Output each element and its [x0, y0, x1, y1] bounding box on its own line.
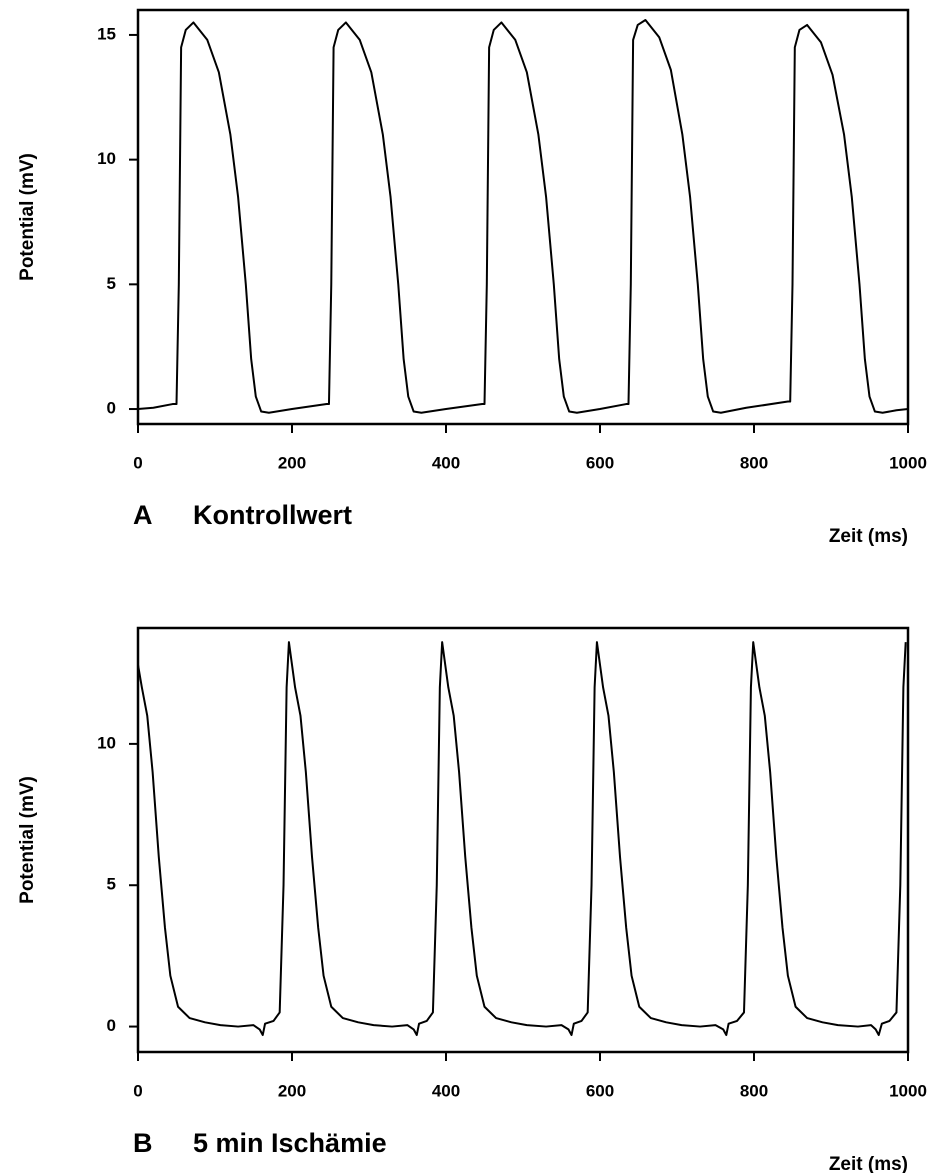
- y-tick-label: 10: [97, 149, 116, 168]
- x-tick-label: 800: [740, 453, 768, 472]
- panel-title: Kontrollwert: [193, 500, 352, 530]
- x-tick-label: 1000: [889, 1081, 927, 1100]
- plot-frame: [136, 8, 910, 426]
- x-tick-label: 200: [278, 453, 306, 472]
- y-tick-label: 0: [107, 1016, 116, 1035]
- x-tick-label: 400: [432, 1081, 460, 1100]
- panel-letter: B: [133, 1128, 153, 1158]
- y-tick-label: 10: [97, 733, 116, 752]
- y-tick-label: 5: [107, 875, 116, 894]
- panel-letter: A: [133, 500, 153, 530]
- x-axis-label: Zeit (ms): [829, 526, 908, 547]
- trace: [137, 18, 909, 414]
- y-axis-label: Potential (mV): [17, 153, 38, 281]
- x-tick-label: 0: [133, 1081, 142, 1100]
- trace: [137, 641, 907, 1037]
- y-tick-label: 0: [107, 399, 116, 418]
- panel-title: 5 min Ischämie: [193, 1128, 387, 1158]
- x-tick-label: 200: [278, 1081, 306, 1100]
- x-tick-label: 600: [586, 453, 614, 472]
- x-tick-label: 400: [432, 453, 460, 472]
- x-tick-label: 1000: [889, 453, 927, 472]
- x-tick-label: 800: [740, 1081, 768, 1100]
- x-tick-label: 0: [133, 453, 142, 472]
- plot-frame: [136, 626, 910, 1054]
- x-axis-label: Zeit (ms): [829, 1154, 908, 1173]
- y-axis-label: Potential (mV): [17, 776, 38, 904]
- x-tick-label: 600: [586, 1081, 614, 1100]
- y-tick-label: 15: [97, 24, 116, 43]
- y-tick-label: 5: [107, 274, 116, 293]
